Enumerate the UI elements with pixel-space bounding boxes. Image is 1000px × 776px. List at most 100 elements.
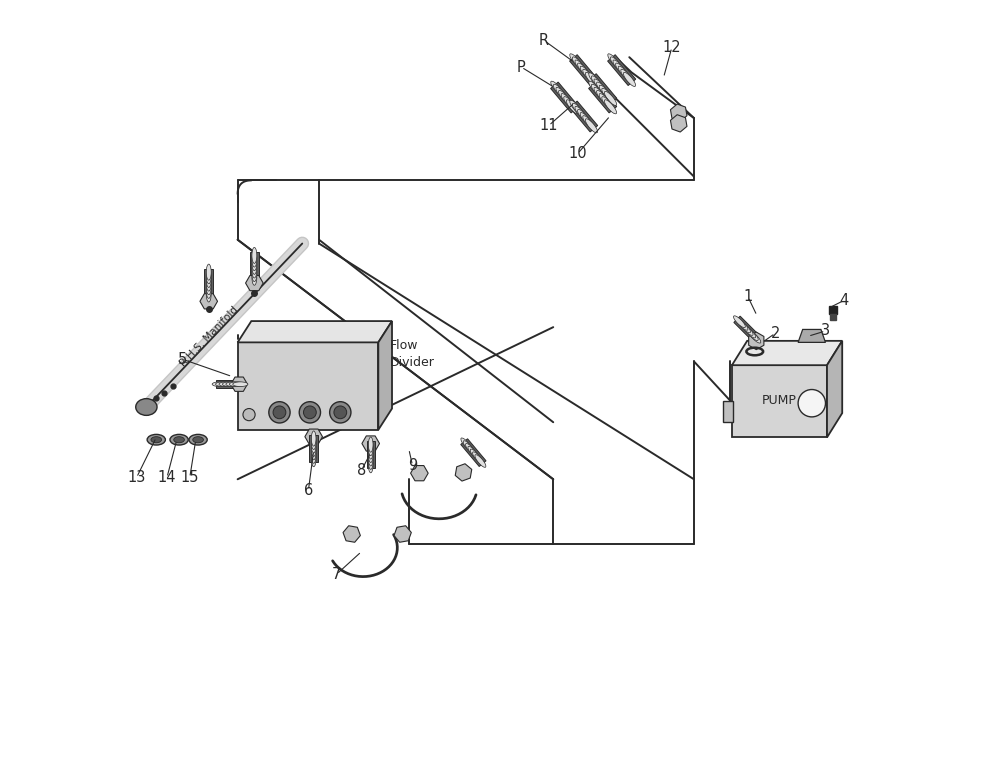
Polygon shape xyxy=(204,268,213,297)
Polygon shape xyxy=(670,115,687,132)
Text: 4: 4 xyxy=(839,293,848,308)
Ellipse shape xyxy=(368,441,373,456)
Ellipse shape xyxy=(206,268,211,284)
Ellipse shape xyxy=(734,316,745,327)
Ellipse shape xyxy=(580,113,592,126)
Ellipse shape xyxy=(594,79,606,93)
Polygon shape xyxy=(246,275,263,291)
Ellipse shape xyxy=(334,406,347,419)
Polygon shape xyxy=(732,341,842,365)
Polygon shape xyxy=(378,321,392,430)
Ellipse shape xyxy=(233,382,248,386)
Ellipse shape xyxy=(578,109,590,123)
Ellipse shape xyxy=(311,445,316,460)
Text: 10: 10 xyxy=(568,146,587,161)
Ellipse shape xyxy=(597,82,609,96)
Ellipse shape xyxy=(222,382,238,386)
Ellipse shape xyxy=(564,97,576,111)
Text: 1: 1 xyxy=(743,289,753,304)
Ellipse shape xyxy=(741,324,753,335)
Polygon shape xyxy=(343,526,360,542)
Ellipse shape xyxy=(461,438,472,451)
Text: P: P xyxy=(517,60,526,74)
Ellipse shape xyxy=(311,442,316,456)
Ellipse shape xyxy=(618,66,630,80)
Ellipse shape xyxy=(599,85,611,99)
Ellipse shape xyxy=(212,382,227,386)
Ellipse shape xyxy=(744,326,756,338)
Ellipse shape xyxy=(475,455,486,467)
Ellipse shape xyxy=(585,72,598,86)
Text: 7: 7 xyxy=(332,566,341,582)
Ellipse shape xyxy=(610,57,623,71)
Ellipse shape xyxy=(739,321,751,333)
Polygon shape xyxy=(798,330,825,342)
Ellipse shape xyxy=(252,265,257,282)
Ellipse shape xyxy=(311,449,316,463)
Ellipse shape xyxy=(470,449,481,462)
Ellipse shape xyxy=(252,248,257,263)
Ellipse shape xyxy=(602,97,614,111)
Ellipse shape xyxy=(591,85,604,99)
Ellipse shape xyxy=(580,66,592,80)
Ellipse shape xyxy=(623,72,636,86)
Ellipse shape xyxy=(583,69,595,83)
Ellipse shape xyxy=(193,437,203,443)
Ellipse shape xyxy=(473,452,484,465)
Ellipse shape xyxy=(219,382,234,386)
Ellipse shape xyxy=(613,60,625,74)
Polygon shape xyxy=(589,74,617,105)
Ellipse shape xyxy=(589,81,601,95)
Ellipse shape xyxy=(206,282,211,298)
Ellipse shape xyxy=(368,451,373,466)
Ellipse shape xyxy=(466,444,477,456)
Bar xyxy=(732,365,827,438)
Polygon shape xyxy=(238,321,392,342)
Polygon shape xyxy=(394,526,411,542)
Ellipse shape xyxy=(273,406,286,419)
Ellipse shape xyxy=(189,435,207,445)
Text: 12: 12 xyxy=(663,40,681,55)
Ellipse shape xyxy=(572,57,585,71)
Polygon shape xyxy=(362,436,380,451)
Bar xyxy=(238,342,378,430)
Ellipse shape xyxy=(252,255,257,271)
Text: 15: 15 xyxy=(180,470,199,485)
Ellipse shape xyxy=(749,331,761,343)
Ellipse shape xyxy=(578,63,590,77)
Ellipse shape xyxy=(311,438,316,453)
Bar xyxy=(723,401,733,422)
Polygon shape xyxy=(305,429,322,445)
Ellipse shape xyxy=(556,88,568,102)
Ellipse shape xyxy=(226,382,241,386)
Ellipse shape xyxy=(170,435,188,445)
Ellipse shape xyxy=(174,437,184,443)
Ellipse shape xyxy=(570,100,582,114)
Ellipse shape xyxy=(368,444,373,459)
Ellipse shape xyxy=(136,399,157,415)
Ellipse shape xyxy=(553,85,566,99)
Ellipse shape xyxy=(368,458,373,473)
Polygon shape xyxy=(734,316,760,343)
Ellipse shape xyxy=(151,437,162,443)
Ellipse shape xyxy=(269,402,290,423)
Ellipse shape xyxy=(299,402,321,423)
Ellipse shape xyxy=(575,60,587,74)
Ellipse shape xyxy=(736,318,748,331)
Ellipse shape xyxy=(252,269,257,286)
Ellipse shape xyxy=(252,258,257,275)
Ellipse shape xyxy=(591,76,604,90)
Ellipse shape xyxy=(559,91,571,105)
Ellipse shape xyxy=(368,437,373,452)
Text: 3: 3 xyxy=(821,324,830,338)
Ellipse shape xyxy=(206,272,211,287)
Text: 13: 13 xyxy=(127,470,146,485)
Ellipse shape xyxy=(589,73,601,87)
Ellipse shape xyxy=(551,81,563,95)
Ellipse shape xyxy=(330,402,351,423)
Ellipse shape xyxy=(463,441,474,453)
Text: 6: 6 xyxy=(304,483,313,498)
Ellipse shape xyxy=(206,264,211,280)
Text: 2: 2 xyxy=(771,326,780,341)
Ellipse shape xyxy=(604,100,617,114)
